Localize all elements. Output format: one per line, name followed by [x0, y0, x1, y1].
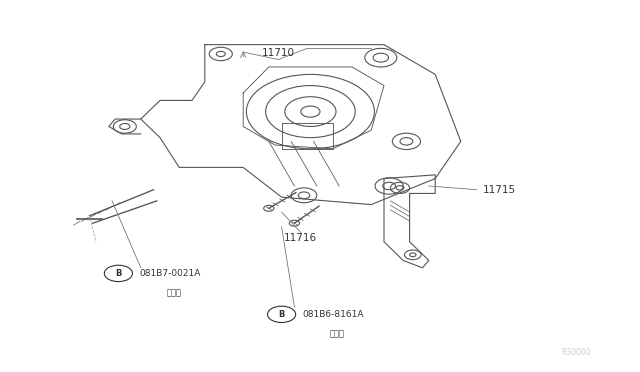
Text: B: B	[278, 310, 285, 319]
Text: B: B	[115, 269, 122, 278]
Text: 081B7-0021A: 081B7-0021A	[139, 269, 200, 278]
Text: （１）: （１）	[166, 288, 182, 297]
Text: （３）: （３）	[330, 329, 345, 338]
Text: 081B6-8161A: 081B6-8161A	[302, 310, 364, 319]
Text: 11716: 11716	[284, 233, 317, 243]
Text: 11710: 11710	[262, 48, 295, 58]
Text: R30000: R30000	[561, 348, 591, 357]
Text: 11715: 11715	[483, 185, 516, 195]
